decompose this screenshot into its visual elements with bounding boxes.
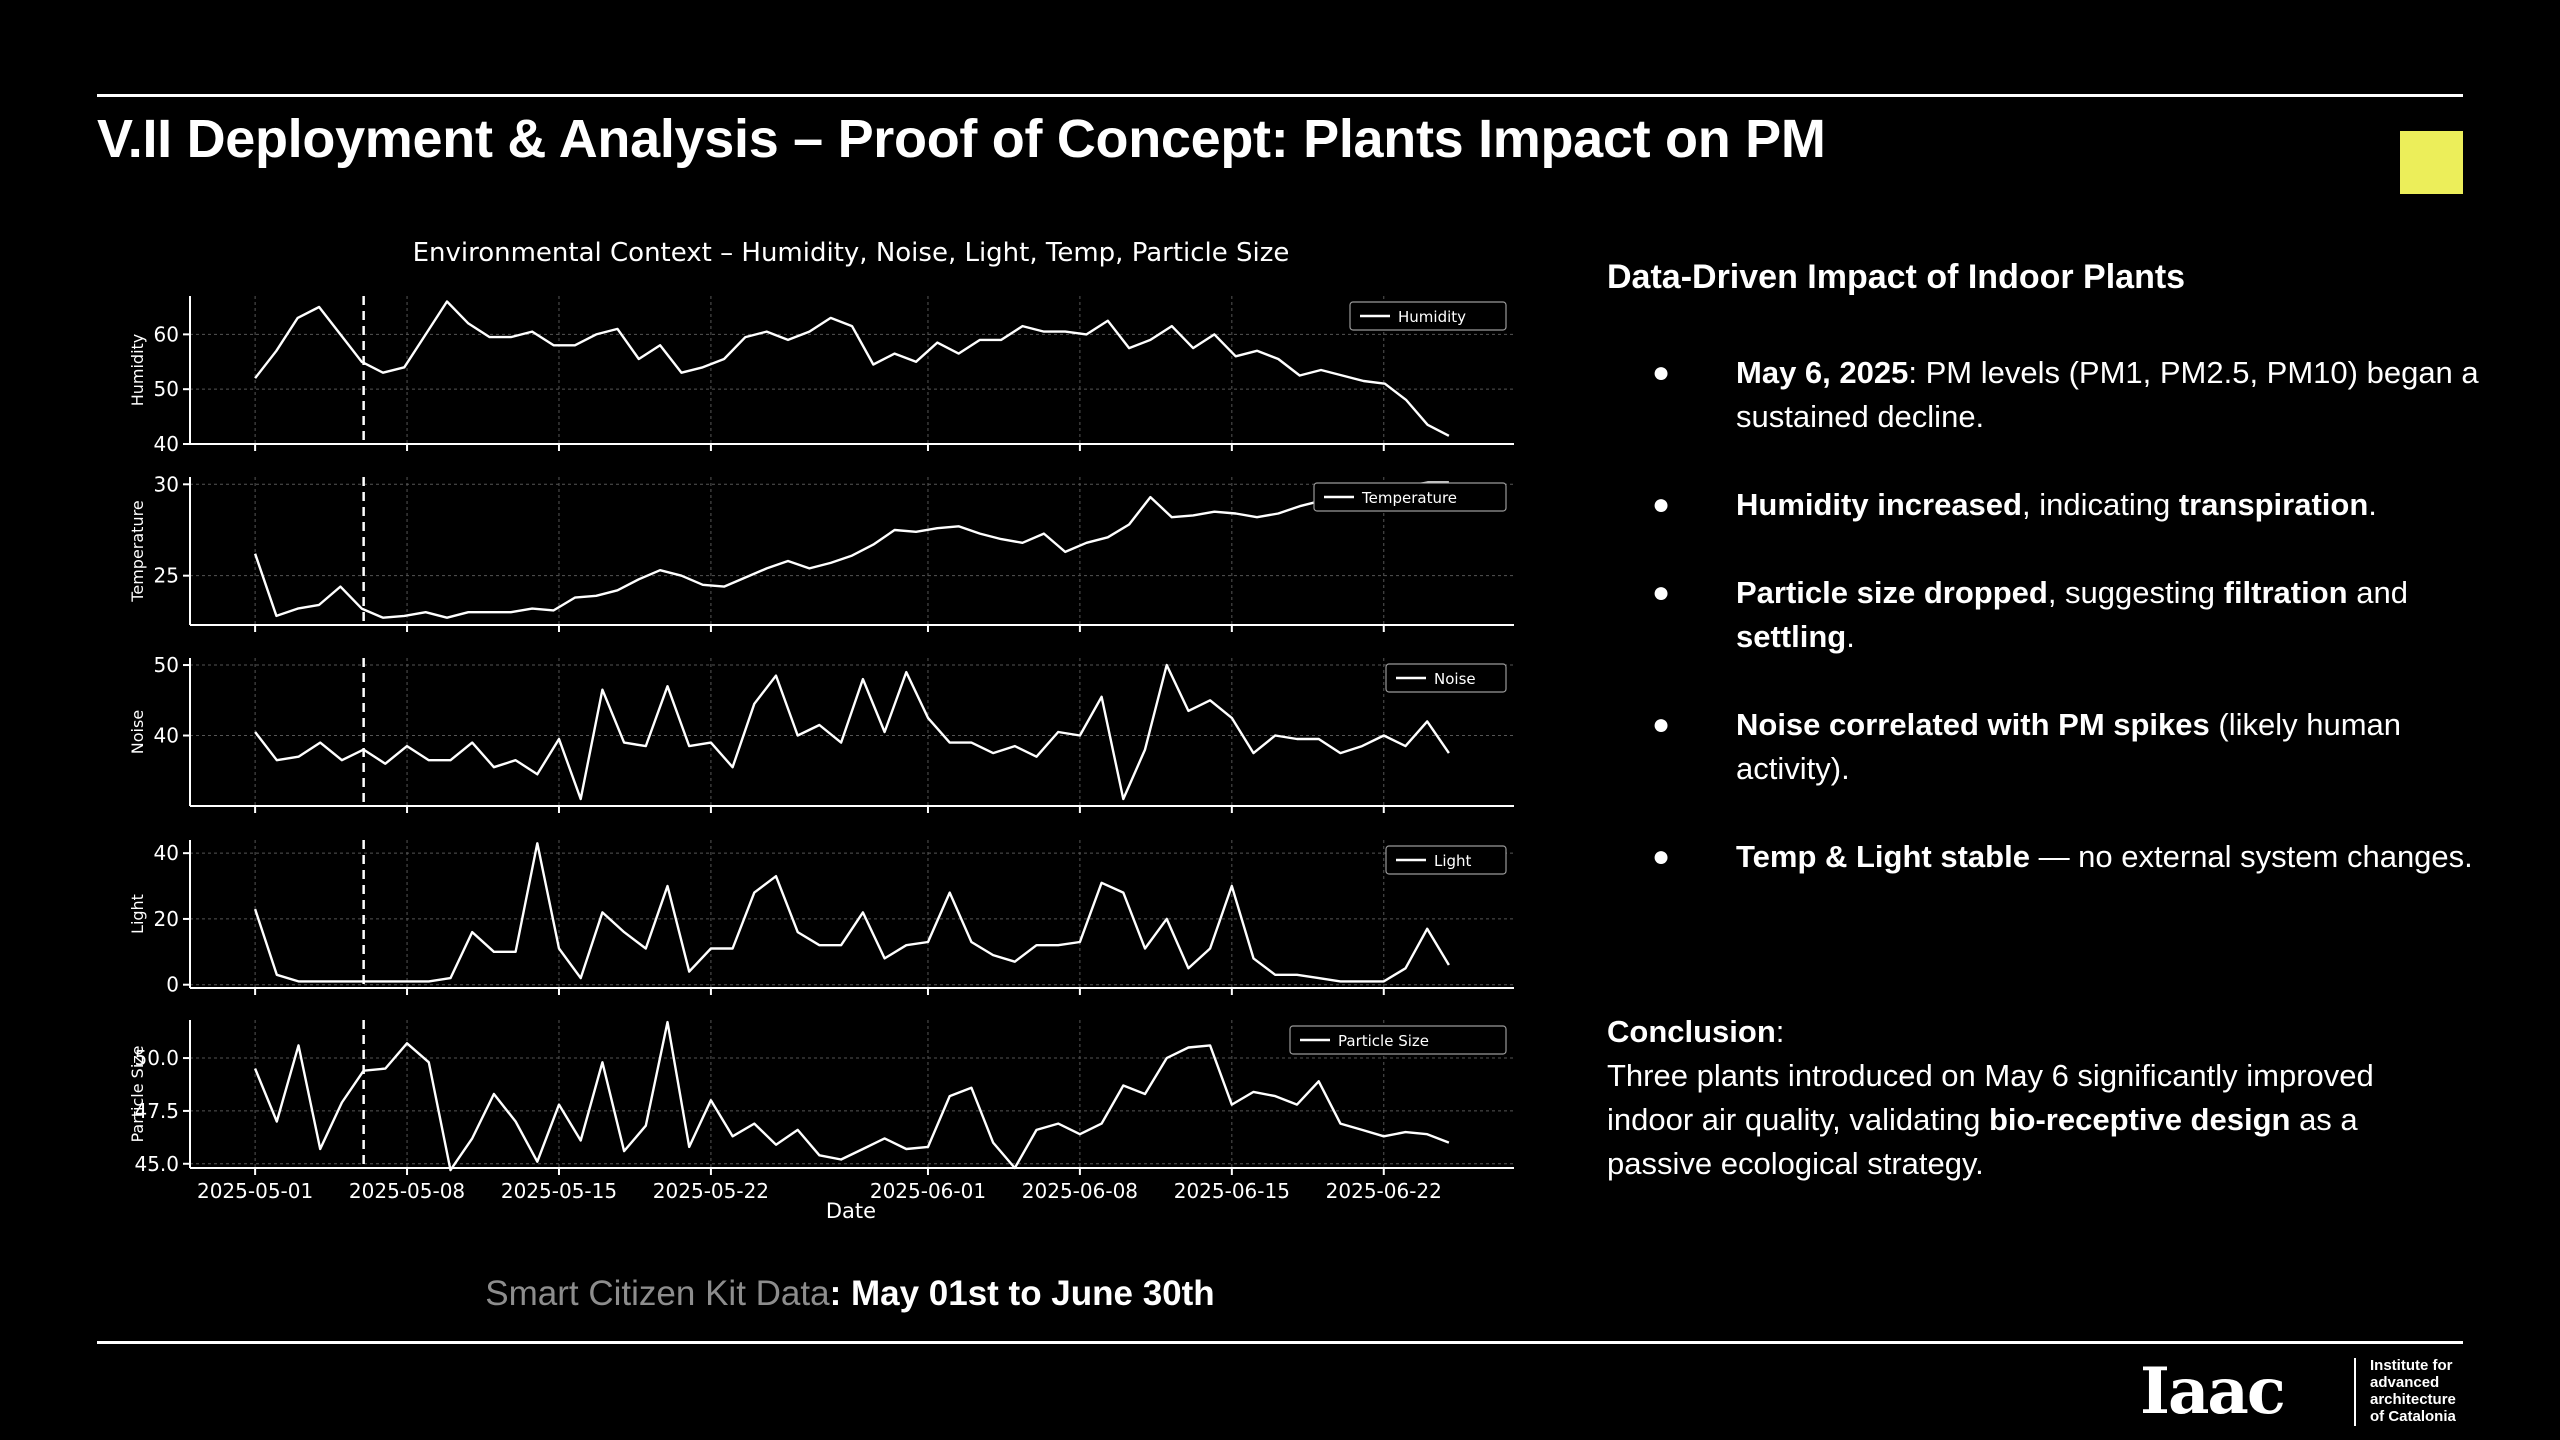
bullet-dot: ● bbox=[1652, 708, 1671, 741]
x-tick-label: 2025-06-08 bbox=[1022, 1179, 1138, 1203]
y-axis-label: Humidity bbox=[128, 334, 147, 407]
y-axis-label: Temperature bbox=[128, 500, 147, 602]
caption-label: Smart Citizen Kit Data bbox=[485, 1274, 830, 1313]
x-tick-label: 2025-05-01 bbox=[197, 1179, 313, 1203]
x-tick-label: 2025-06-22 bbox=[1326, 1179, 1442, 1203]
conclusion-body: Three plants introduced on May 6 signifi… bbox=[1607, 1054, 2467, 1186]
conclusion-text: as a passive ecological strategy. bbox=[1607, 1102, 2358, 1181]
logo-divider bbox=[2354, 1358, 2356, 1426]
y-axis-label: Particle Size bbox=[128, 1045, 147, 1142]
chart-title: Environmental Context – Humidity, Noise,… bbox=[413, 238, 1290, 268]
bullet-dot: ● bbox=[1652, 488, 1671, 521]
bullet-text: — no external system changes. bbox=[2029, 839, 2473, 874]
bullet-text: : PM levels (PM1, PM2.5, PM10) began a s… bbox=[1736, 355, 2479, 434]
y-tick-label: 25 bbox=[154, 564, 179, 588]
x-tick-label: 2025-06-15 bbox=[1174, 1179, 1290, 1203]
y-tick-label: 40 bbox=[154, 432, 179, 456]
y-tick-label: 50 bbox=[154, 377, 179, 401]
legend-box bbox=[1385, 663, 1507, 693]
environmental-chart: Environmental Context – Humidity, Noise,… bbox=[128, 238, 1514, 1223]
bullet-strong: Humidity increased bbox=[1736, 487, 2022, 522]
x-tick-label: 2025-06-01 bbox=[870, 1179, 986, 1203]
legend-box bbox=[1349, 301, 1507, 331]
logo-line: architecture bbox=[2370, 1391, 2456, 1408]
conclusion: Conclusion: Three plants introduced on M… bbox=[1607, 1010, 2467, 1186]
panel-title: Data-Driven Impact of Indoor Plants bbox=[1607, 258, 2186, 296]
bullet-item: ● Humidity increased, indicating transpir… bbox=[1607, 483, 2487, 527]
caption-date-range: : May 01st to June 30th bbox=[829, 1274, 1215, 1313]
bullet-strong: Noise correlated with PM spikes bbox=[1736, 707, 2210, 742]
y-tick-label: 40 bbox=[154, 841, 179, 865]
bullet-strong: transpiration bbox=[2178, 487, 2369, 522]
y-tick-label: 20 bbox=[154, 907, 179, 931]
series-line bbox=[254, 663, 1450, 801]
series-line bbox=[253, 481, 1449, 619]
legend-label: Humidity bbox=[1398, 308, 1466, 326]
legend-label: Light bbox=[1434, 852, 1472, 870]
bullet-strong: Particle size dropped bbox=[1736, 575, 2048, 610]
legend-box bbox=[1289, 1025, 1507, 1055]
logo-line: of Catalonia bbox=[2370, 1408, 2456, 1425]
x-axis-label: Date bbox=[826, 1199, 876, 1223]
bullet-text: . bbox=[2368, 487, 2377, 522]
y-axis-label: Light bbox=[128, 894, 147, 934]
conclusion-colon: : bbox=[1775, 1014, 1785, 1049]
conclusion-strong: bio-receptive design bbox=[1988, 1102, 2291, 1137]
logo-line: advanced bbox=[2370, 1374, 2440, 1391]
legend-label: Particle Size bbox=[1338, 1032, 1429, 1050]
bullet-text: . bbox=[1846, 619, 1855, 654]
logo-line: Institute for bbox=[2370, 1357, 2453, 1374]
y-tick-label: 0 bbox=[166, 973, 179, 997]
bullet-item: ● May 6, 2025: PM levels (PM1, PM2.5, PM1… bbox=[1607, 351, 2487, 439]
y-tick-label: 50 bbox=[154, 653, 179, 677]
y-tick-label: 60 bbox=[154, 322, 179, 346]
bullet-dot: ● bbox=[1652, 840, 1671, 873]
legend-box bbox=[1385, 845, 1507, 875]
x-tick-label: 2025-05-22 bbox=[653, 1179, 769, 1203]
bottom-rule bbox=[97, 1341, 2463, 1344]
x-tick-label: 2025-05-08 bbox=[349, 1179, 465, 1203]
bullet-item: ● Particle size dropped, suggesting filtr… bbox=[1607, 571, 2487, 659]
bullet-strong: May 6, 2025 bbox=[1736, 355, 1909, 390]
logo-mark: Iaac bbox=[2140, 1354, 2286, 1429]
legend-label: Temperature bbox=[1361, 489, 1457, 507]
series-line bbox=[254, 300, 1450, 437]
bullet-dot: ● bbox=[1652, 576, 1671, 609]
conclusion-text: Three plants introduced on May 6 signifi… bbox=[1607, 1058, 2374, 1137]
chart-caption: Smart Citizen Kit Data: May 01st to June… bbox=[0, 1274, 1700, 1314]
top-rule bbox=[97, 94, 2463, 97]
slide-title: V.II Deployment & Analysis – Proof of Co… bbox=[97, 109, 1826, 169]
bullet-text: (likely human activity). bbox=[1736, 707, 2402, 786]
series-line bbox=[253, 1020, 1450, 1172]
accent-square bbox=[2400, 131, 2463, 194]
insights-panel: Data-Driven Impact of Indoor Plants ● May… bbox=[1607, 258, 2487, 923]
bullet-strong: filtration bbox=[2223, 575, 2348, 610]
series-line bbox=[253, 842, 1450, 983]
y-tick-label: 50.0 bbox=[134, 1046, 179, 1070]
y-tick-label: 45.0 bbox=[134, 1152, 179, 1176]
legend-box bbox=[1313, 482, 1507, 512]
bullet-text: and bbox=[2347, 575, 2408, 610]
y-tick-label: 47.5 bbox=[134, 1099, 179, 1123]
bullet-text: , indicating bbox=[2021, 487, 2179, 522]
legend-label: Noise bbox=[1434, 670, 1476, 688]
y-tick-label: 40 bbox=[154, 724, 179, 748]
x-tick-label: 2025-05-15 bbox=[501, 1179, 617, 1203]
iaac-logo: Iaac Institute for advanced architecture… bbox=[2140, 1352, 2470, 1432]
bullet-dot: ● bbox=[1652, 356, 1671, 389]
bullet-text: , suggesting bbox=[2047, 575, 2224, 610]
logo-text: Institute for advanced architecture of C… bbox=[2370, 1357, 2456, 1425]
bullet-item: ● Noise correlated with PM spikes (likely… bbox=[1607, 703, 2487, 791]
y-axis-label: Noise bbox=[128, 710, 147, 754]
bullet-item: ● Temp & Light stable — no external syste… bbox=[1607, 835, 2487, 879]
bullet-strong: settling bbox=[1736, 619, 1847, 654]
y-tick-label: 30 bbox=[154, 472, 179, 496]
conclusion-heading: Conclusion bbox=[1607, 1014, 1776, 1049]
bullet-strong: Temp & Light stable bbox=[1736, 839, 2030, 874]
